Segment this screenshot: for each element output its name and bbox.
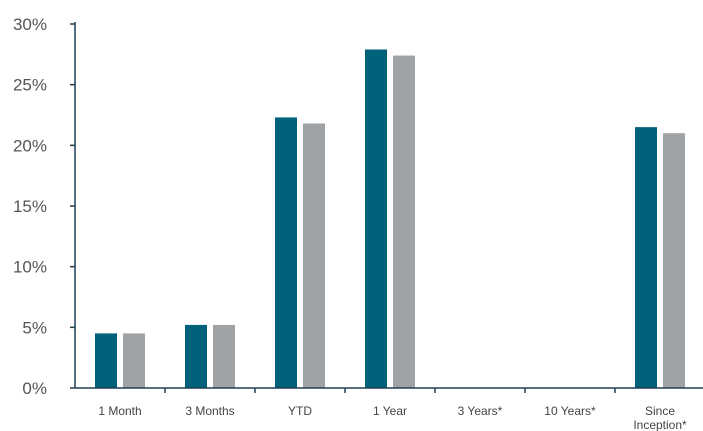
x-axis: 1 Month 3 Months YTD 1 Year 3 Years* 10 Years… (98, 388, 687, 431)
x-tick-label: 3 Months (185, 404, 234, 418)
y-tick-label: 15% (13, 197, 47, 216)
x-tick-label: 10 Years* (544, 404, 596, 418)
y-tick-label: 10% (13, 258, 47, 277)
x-tick-label: Since Inception* (633, 404, 687, 431)
x-tick-label: 1 Year (373, 404, 407, 418)
y-tick-label: 20% (13, 136, 47, 155)
bar-benchmark (663, 133, 685, 388)
bar-benchmark (213, 324, 235, 388)
bar-fund (635, 127, 657, 388)
bar-fund (185, 324, 207, 388)
x-tick-label: YTD (288, 404, 312, 418)
bar-benchmark (393, 55, 415, 389)
y-tick-label: 0% (22, 379, 47, 398)
bar-fund (365, 49, 387, 388)
x-tick-label: 1 Month (98, 404, 141, 418)
bar-benchmark (123, 333, 145, 388)
y-axis: 0% 5% 10% 15% 20% 25% 30% (13, 15, 75, 398)
bars-group (95, 49, 685, 389)
y-tick-label: 5% (22, 318, 47, 337)
y-tick-label: 25% (13, 76, 47, 95)
bar-benchmark (303, 123, 325, 388)
bar-fund (275, 117, 297, 388)
x-tick-label: 3 Years* (458, 404, 503, 418)
bar-fund (95, 333, 117, 388)
y-tick-label: 30% (13, 15, 47, 34)
